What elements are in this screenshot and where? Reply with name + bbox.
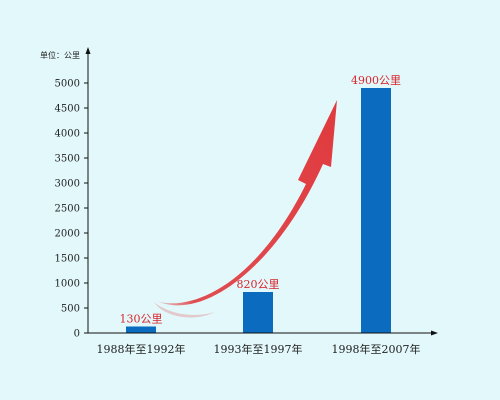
y-tick-label: 500 [61, 304, 80, 315]
y-tick-label: 3000 [55, 179, 80, 190]
x-axis-categories: 1988年至1992年 1993年至1997年 1998年至2007年 [97, 342, 421, 356]
y-tick-label: 5000 [55, 79, 80, 90]
y-tick-label: 1000 [55, 279, 80, 290]
bars [126, 88, 391, 333]
y-axis-arrow-icon [85, 47, 91, 54]
y-tick-label: 4500 [55, 104, 80, 115]
bar-data-label: 4900公里 [351, 74, 401, 87]
bar-data-label: 820公里 [237, 278, 280, 291]
x-category-label: 1998年至2007年 [332, 342, 421, 356]
data-labels: 130公里 820公里 4900公里 [120, 74, 402, 326]
bar-data-label: 130公里 [120, 313, 163, 326]
x-category-label: 1993年至1997年 [214, 342, 303, 356]
x-axis-arrow-icon [431, 330, 438, 336]
y-axis-ticks: 0 500 1000 1500 2000 2500 3000 3500 4000 4500 5000 [55, 79, 88, 340]
y-tick-label: 0 [74, 329, 80, 340]
bar [126, 326, 156, 333]
bar [361, 88, 391, 333]
growth-arrow-tail-shadow [154, 302, 215, 318]
y-tick-label: 3500 [55, 154, 80, 165]
y-tick-label: 1500 [55, 254, 80, 265]
x-category-label: 1988年至1992年 [97, 342, 186, 356]
y-tick-label: 2500 [55, 204, 80, 215]
growth-arrow [153, 100, 337, 306]
bar [243, 292, 273, 333]
y-tick-label: 2000 [55, 229, 80, 240]
unit-label: 单位：公里 [40, 50, 80, 60]
y-tick-label: 4000 [55, 129, 80, 140]
